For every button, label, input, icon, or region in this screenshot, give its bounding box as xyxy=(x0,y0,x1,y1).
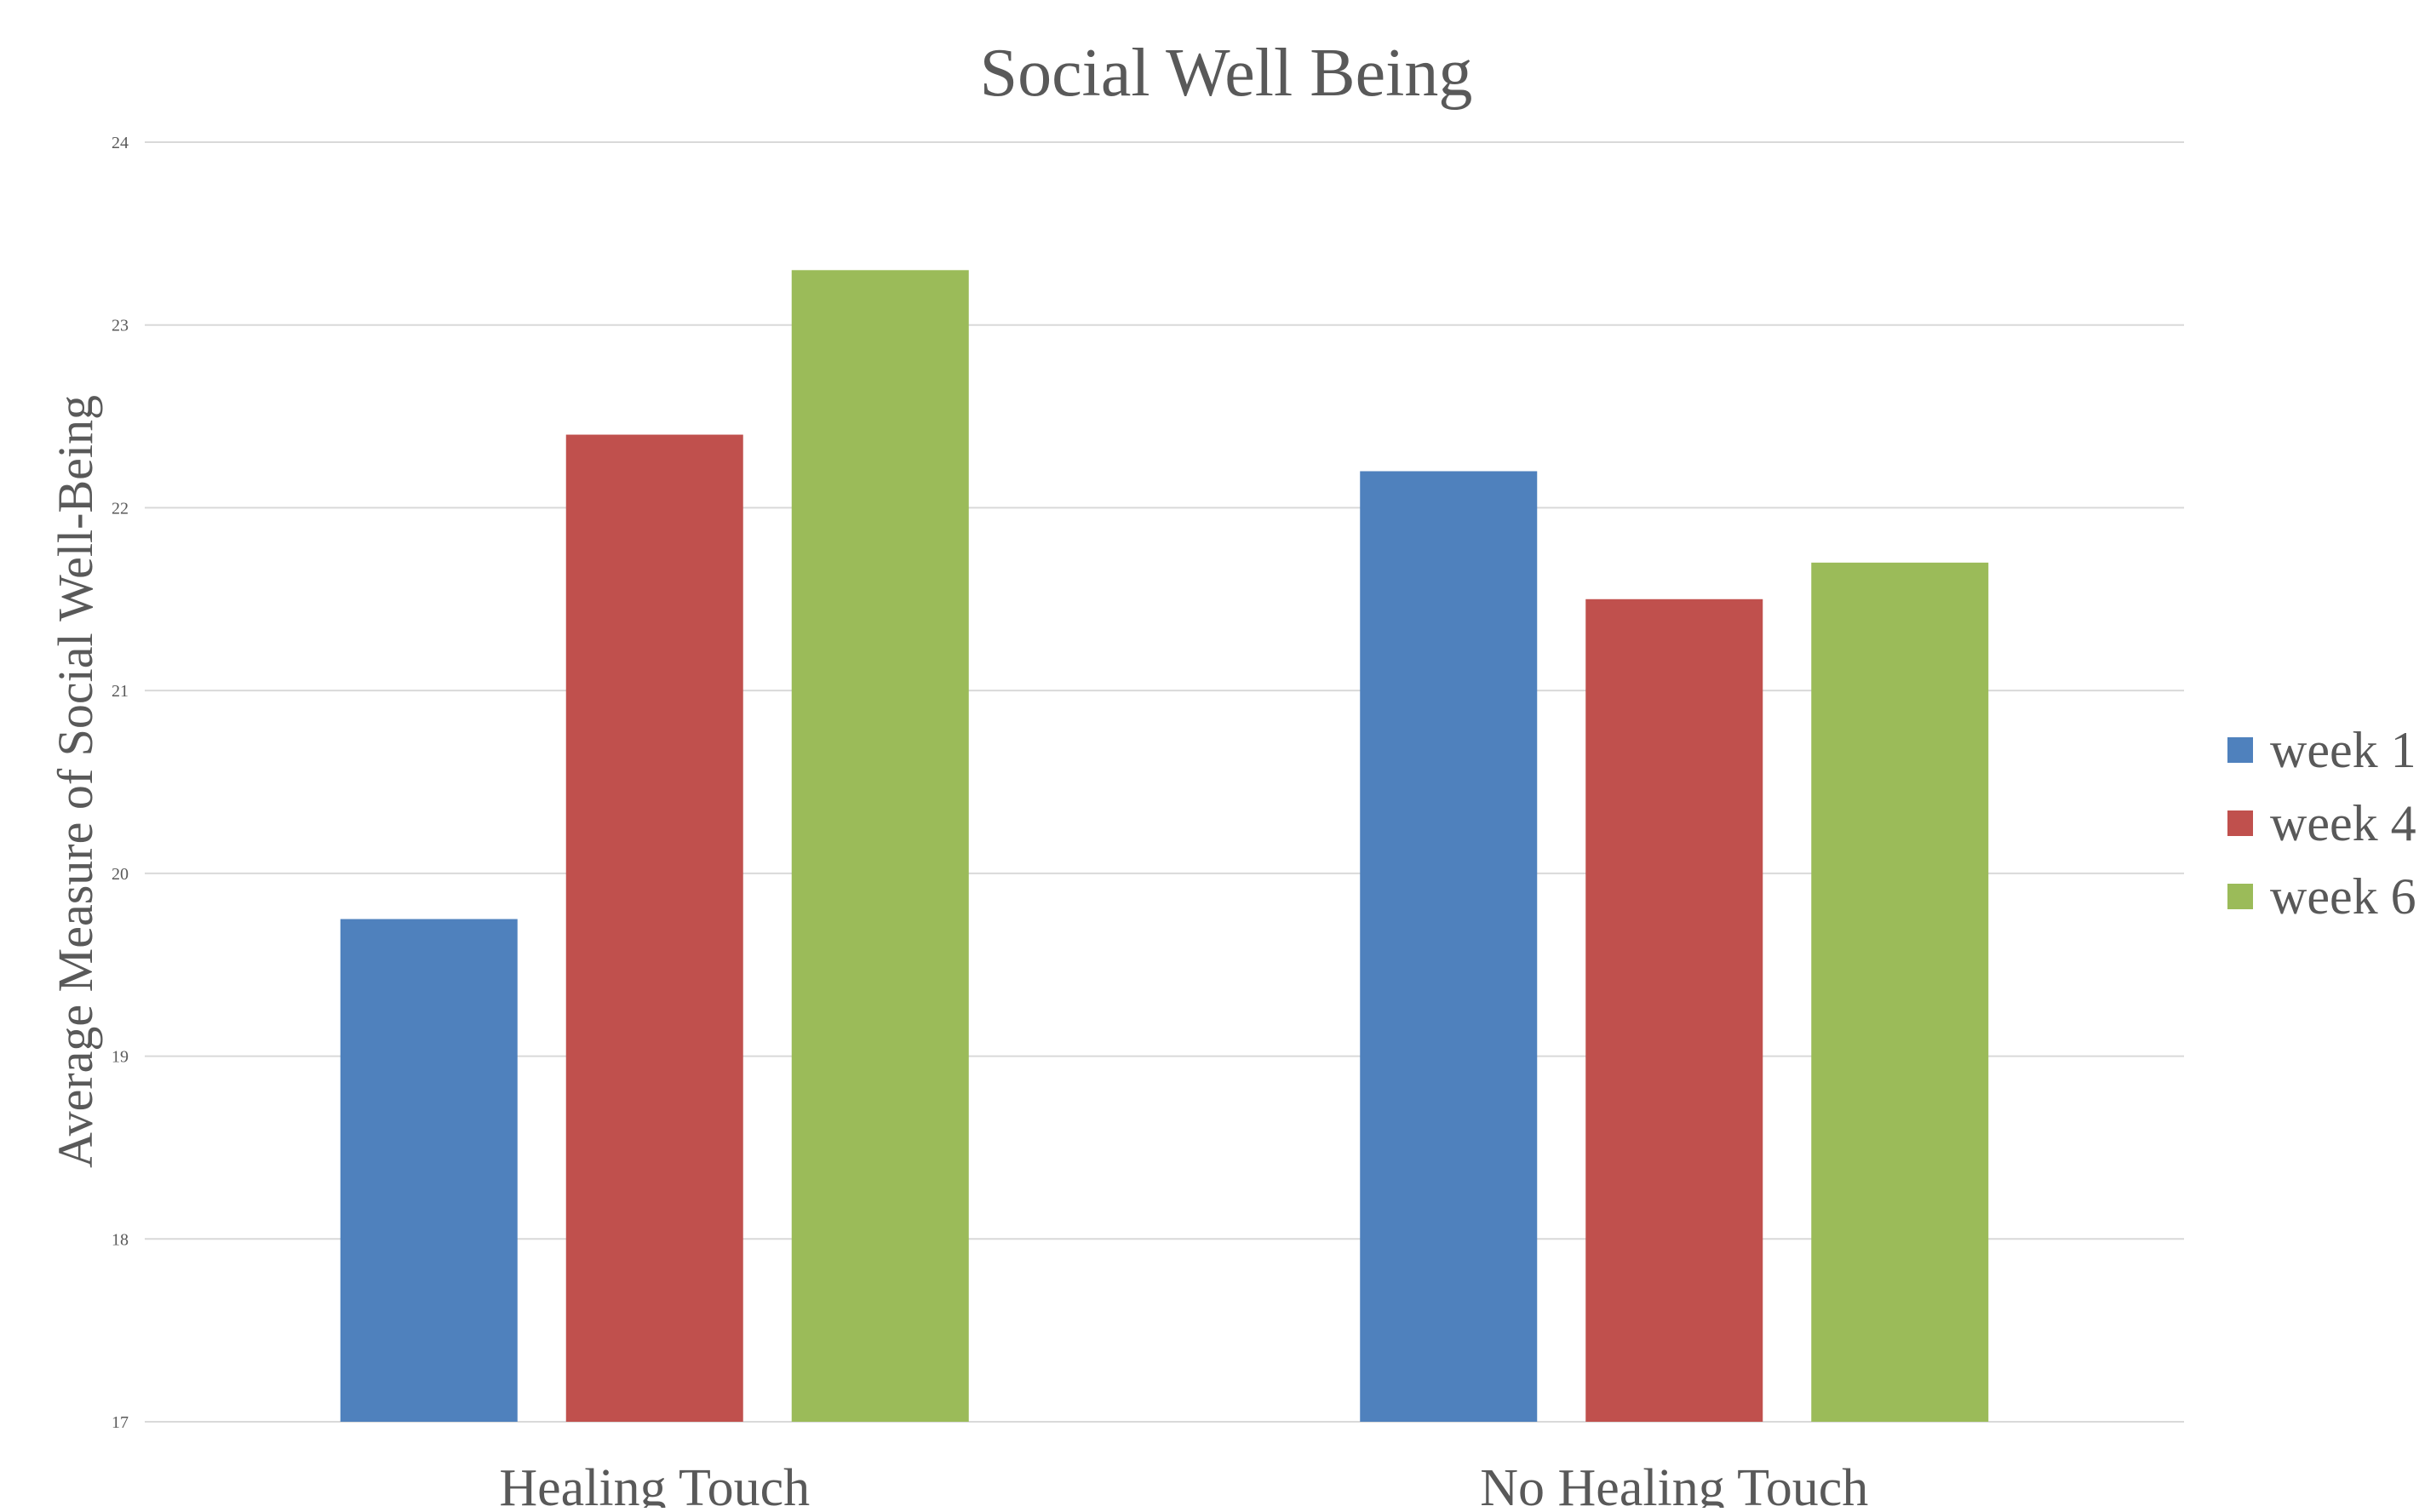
bar xyxy=(791,270,969,1422)
x-category-label: No Healing Touch xyxy=(1480,1459,1868,1508)
y-axis-label: Average Measure of Social Well-Being xyxy=(48,395,103,1168)
bar xyxy=(565,434,743,1422)
legend-label: week 1 xyxy=(2270,722,2416,778)
legend-label: week 4 xyxy=(2270,795,2416,851)
axes: 17 18 19 20 21 22 23 24 Healing Touch No Healing … xyxy=(112,134,1868,1512)
y-tick-label: 18 xyxy=(112,1230,129,1249)
legend-swatch xyxy=(2227,884,2253,909)
bar xyxy=(1811,562,1989,1422)
y-tick-label: 17 xyxy=(112,1413,129,1432)
chart-title: Social Well Being xyxy=(980,36,1473,111)
legend-swatch xyxy=(2227,810,2253,836)
y-tick-label: 22 xyxy=(112,499,129,518)
bars xyxy=(340,270,1989,1422)
y-tick-label: 24 xyxy=(112,134,129,152)
legend-label: week 6 xyxy=(2270,868,2416,925)
legend: week 1 week 4 week 6 xyxy=(2227,722,2416,925)
y-tick-label: 19 xyxy=(112,1048,129,1067)
bar xyxy=(1585,598,1763,1422)
y-tick-label: 23 xyxy=(112,317,129,335)
x-category-label: Healing Touch xyxy=(499,1459,810,1508)
bar xyxy=(340,919,518,1422)
bar xyxy=(1360,471,1538,1422)
legend-swatch xyxy=(2227,737,2253,763)
y-tick-label: 21 xyxy=(112,682,129,701)
y-tick-label: 20 xyxy=(112,865,129,884)
